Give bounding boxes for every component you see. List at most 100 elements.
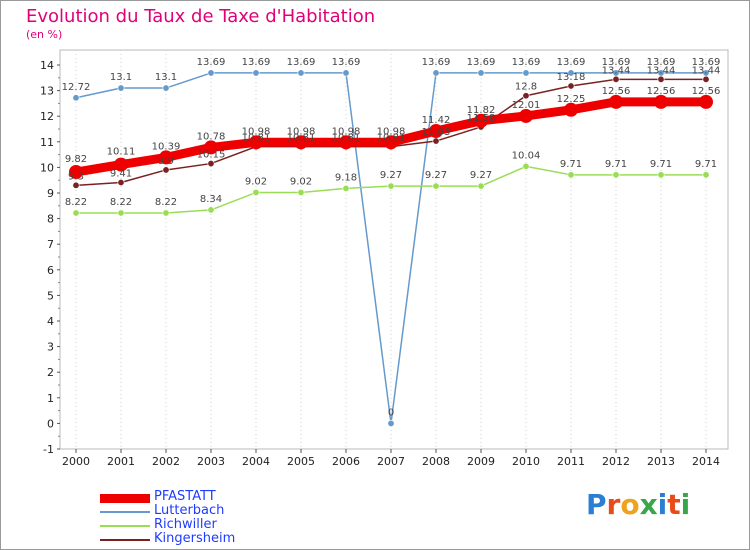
data-point: [654, 94, 668, 109]
data-label: 11.03: [422, 127, 451, 138]
data-label: 10.78: [197, 131, 226, 142]
data-point: [564, 102, 578, 117]
data-label: 12.8: [515, 82, 537, 93]
data-point: [342, 184, 350, 192]
data-label: 9.27: [470, 170, 492, 181]
data-label: 13.1: [110, 72, 132, 83]
data-point: [387, 182, 395, 190]
data-point: [204, 140, 218, 155]
x-tick-label: 2004: [242, 455, 270, 468]
x-tick-label: 2012: [602, 455, 630, 468]
legend-swatch: [100, 493, 150, 503]
y-tick-label: 13: [40, 85, 54, 98]
data-label: 12.56: [602, 86, 631, 97]
data-point: [117, 209, 125, 217]
data-point: [702, 75, 710, 83]
data-label: 10.39: [152, 141, 181, 152]
data-point: [162, 84, 170, 92]
data-label: 10.04: [512, 150, 541, 161]
data-point: [207, 206, 215, 214]
data-label: 9.71: [695, 159, 717, 170]
data-point: [207, 69, 215, 77]
data-label: 10.81: [287, 133, 316, 144]
data-label: 13.1: [155, 72, 177, 83]
data-label: 10.11: [107, 147, 136, 158]
chart-title: Evolution du Taux de Taxe d'Habitation: [26, 6, 376, 27]
data-label: 12.01: [512, 100, 541, 111]
data-label: 13.69: [332, 57, 361, 68]
data-label: 9.9: [158, 156, 174, 167]
data-point: [339, 135, 353, 150]
data-label: 13.69: [647, 57, 676, 68]
legend-swatch: [100, 539, 150, 541]
data-point: [117, 84, 125, 92]
data-label: 13.69: [467, 57, 496, 68]
x-tick-label: 2006: [332, 455, 360, 468]
data-point: [294, 135, 308, 150]
data-label: 9.02: [245, 176, 267, 187]
x-tick-label: 2007: [377, 455, 405, 468]
data-label: 10.98: [287, 126, 316, 137]
data-label: 9.82: [65, 154, 87, 165]
data-label: 9.41: [110, 169, 132, 180]
data-label: 9.18: [335, 172, 357, 183]
legend-label: Lutterbach: [154, 503, 225, 518]
data-label: 11.42: [422, 115, 451, 126]
data-label: 12.56: [647, 86, 676, 97]
data-label: 8.22: [110, 197, 132, 208]
data-point: [384, 135, 398, 150]
x-tick-label: 2013: [647, 455, 675, 468]
data-point: [162, 209, 170, 217]
y-tick-label: 3: [47, 341, 54, 354]
data-point: [342, 69, 350, 77]
data-point: [72, 94, 80, 102]
data-label: 13.69: [242, 57, 271, 68]
data-point: [609, 94, 623, 109]
data-point: [117, 179, 125, 187]
y-tick-label: 9: [47, 187, 54, 200]
x-tick-label: 2010: [512, 455, 540, 468]
data-label: 9.27: [380, 170, 402, 181]
x-tick-label: 2008: [422, 455, 450, 468]
data-point: [474, 113, 488, 128]
y-tick-label: 14: [40, 59, 54, 72]
data-label: 13.69: [422, 57, 451, 68]
data-label: 9.71: [605, 159, 627, 170]
data-point: [207, 160, 215, 168]
data-label: 10.81: [242, 133, 271, 144]
x-tick-label: 2003: [197, 455, 225, 468]
proxiti-logo: Proxiti: [586, 488, 691, 521]
data-label: 9.71: [560, 159, 582, 170]
data-point: [477, 182, 485, 190]
x-tick-label: 2002: [152, 455, 180, 468]
data-label: 13.44: [692, 65, 721, 76]
x-tick-label: 2005: [287, 455, 315, 468]
data-point: [69, 165, 83, 180]
data-point: [567, 171, 575, 179]
data-label: 11.82: [467, 105, 496, 116]
y-axis-unit-label: (en %): [26, 28, 63, 41]
data-label: 8.22: [155, 197, 177, 208]
data-label: 10.81: [377, 133, 406, 144]
data-label: 10.98: [332, 126, 361, 137]
data-point: [699, 94, 713, 109]
data-label: 13.69: [197, 57, 226, 68]
data-point: [567, 69, 575, 77]
x-tick-label: 2000: [62, 455, 90, 468]
x-tick-label: 2009: [467, 455, 495, 468]
data-label: 10.81: [332, 133, 361, 144]
y-tick-label: 7: [47, 238, 54, 251]
data-point: [657, 75, 665, 83]
data-point: [297, 188, 305, 196]
data-label: 10.98: [377, 126, 406, 137]
data-label: 9.3: [68, 171, 84, 182]
data-point: [702, 171, 710, 179]
data-point: [567, 82, 575, 90]
legend-swatch: [100, 511, 150, 513]
data-point: [477, 69, 485, 77]
y-tick-label: 10: [40, 161, 54, 174]
data-point: [72, 181, 80, 189]
data-point: [159, 150, 173, 165]
data-label: 13.18: [557, 72, 586, 83]
